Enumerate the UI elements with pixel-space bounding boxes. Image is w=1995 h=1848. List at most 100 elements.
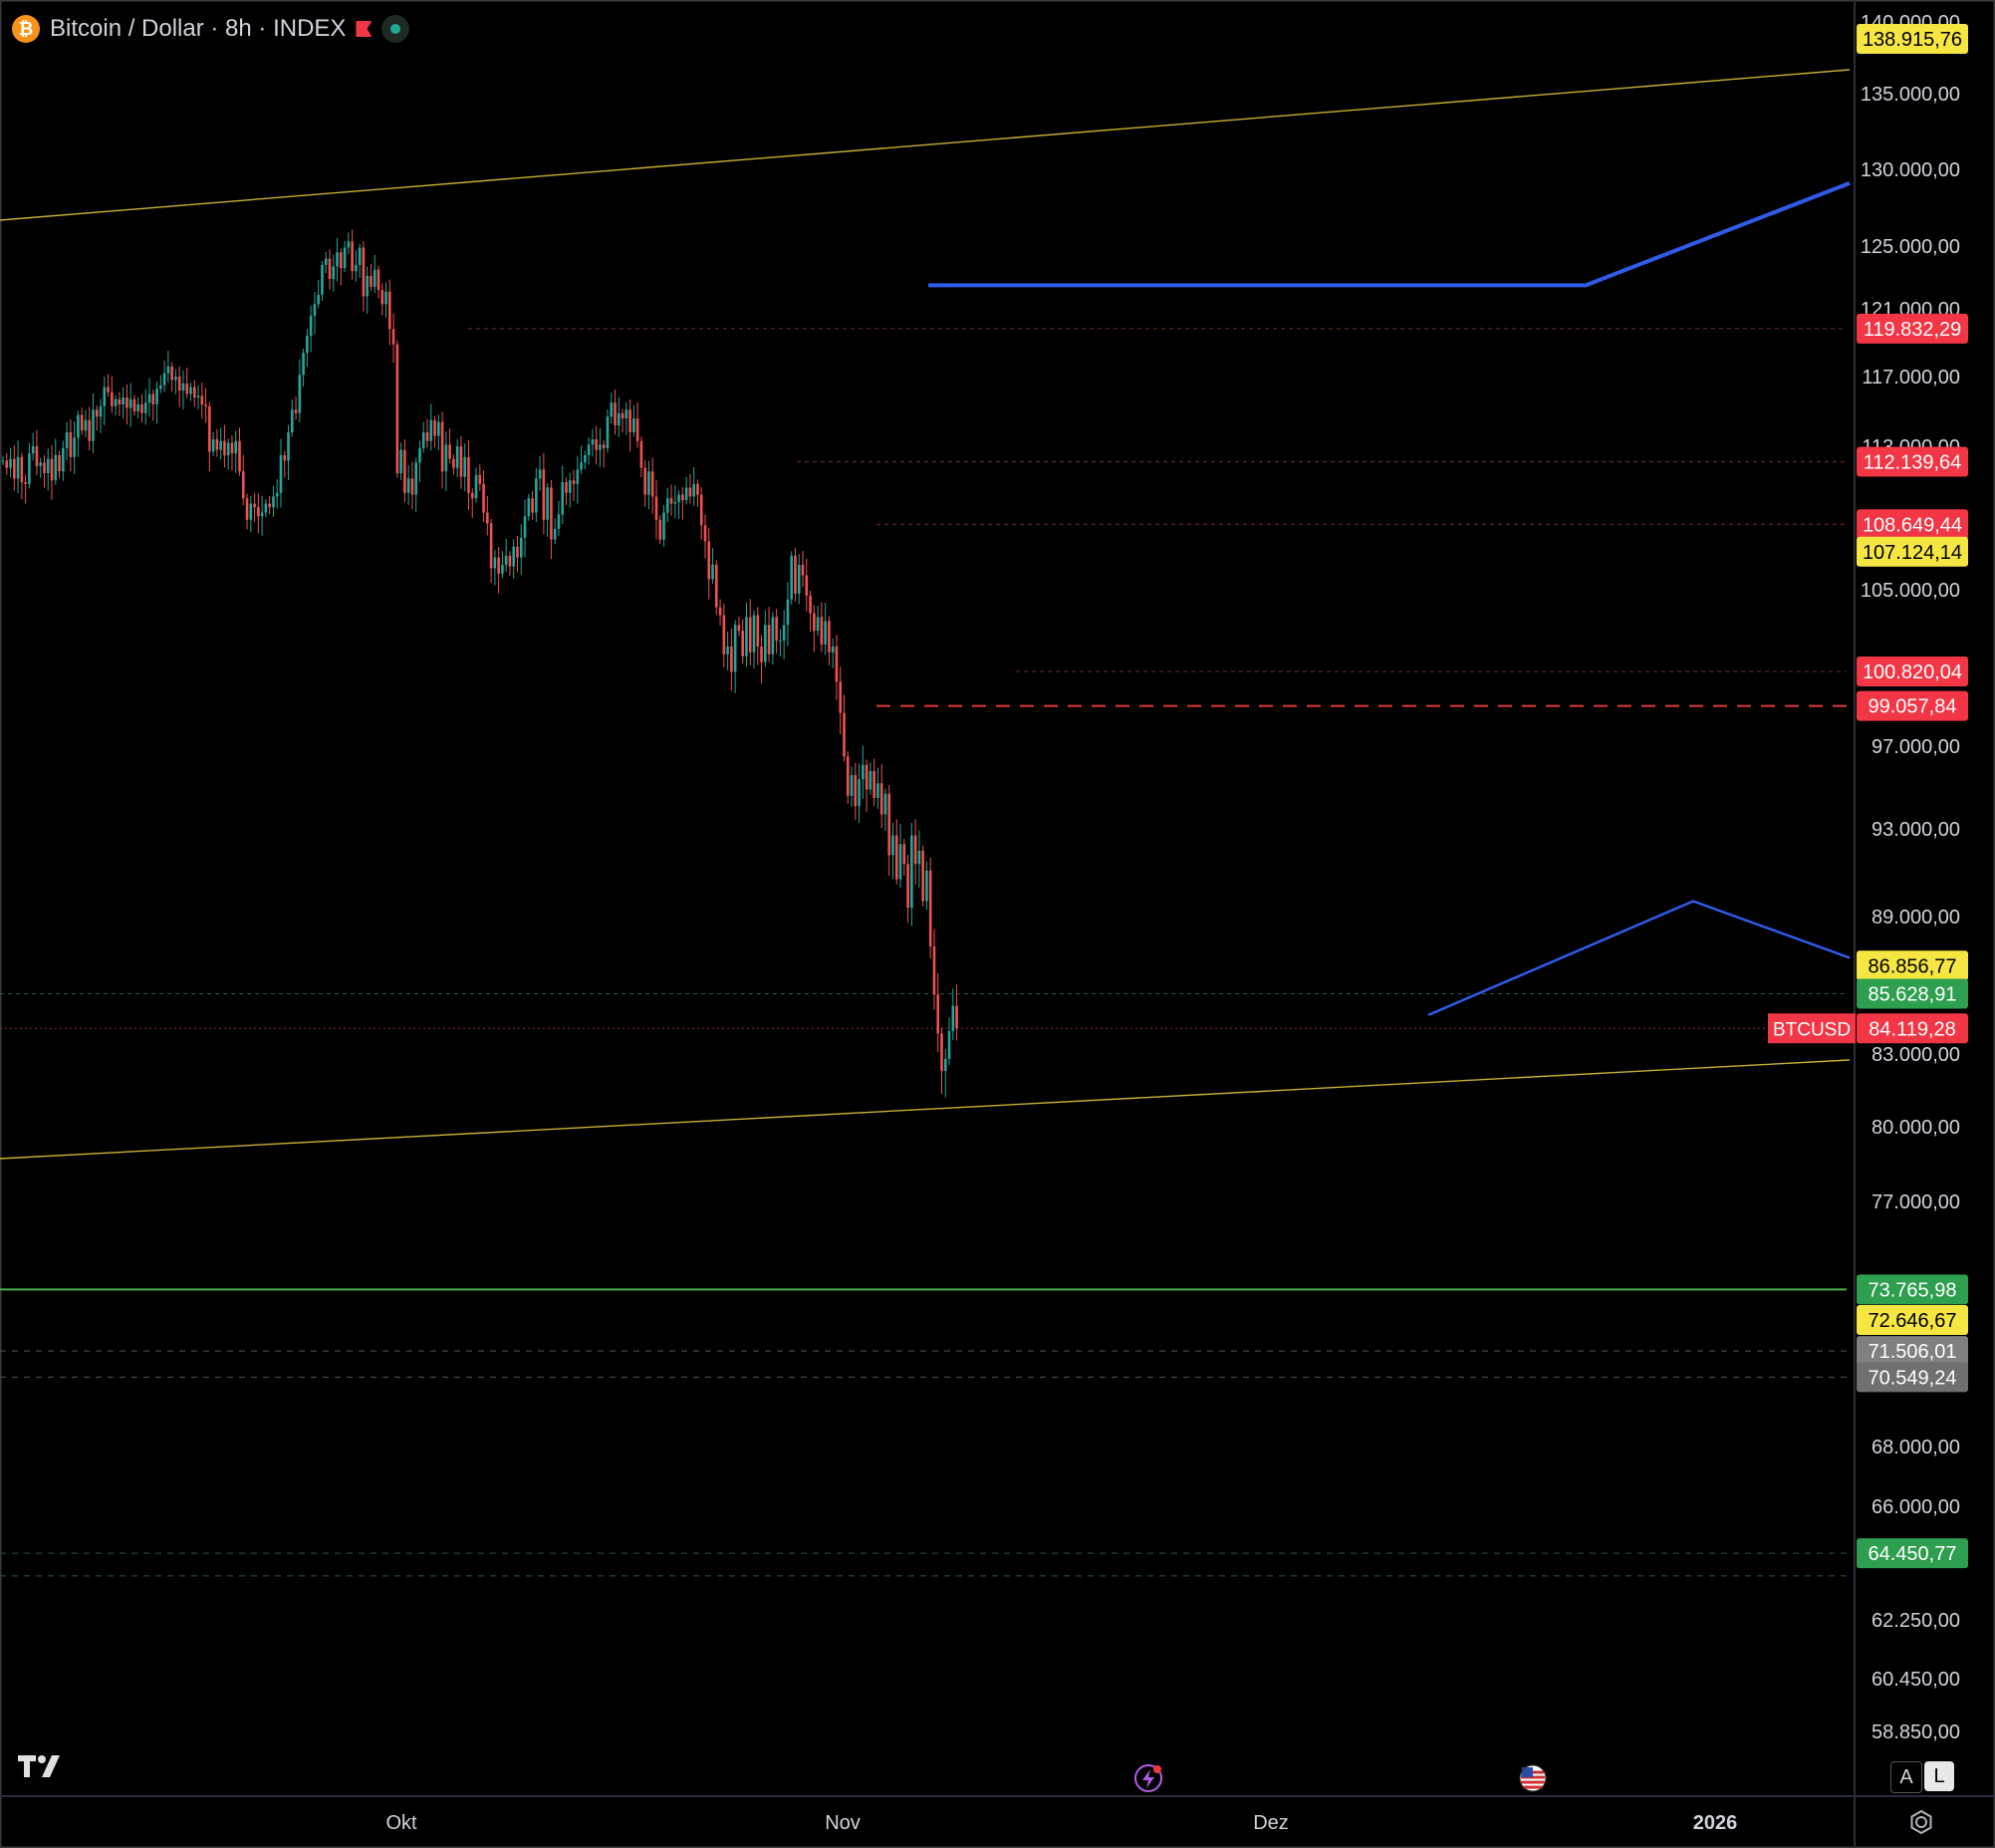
candle-body <box>463 456 467 477</box>
price-label[interactable]: 108.649,44 <box>1857 509 1968 540</box>
lightning-icon[interactable] <box>1133 1763 1163 1793</box>
us-flag-icon[interactable] <box>1518 1763 1548 1793</box>
candle-body <box>591 439 595 445</box>
price-axis-tick: 60.450,00 <box>1871 1669 1960 1691</box>
candle-body <box>362 247 366 297</box>
candle-body <box>550 487 553 540</box>
candle-body <box>204 404 207 406</box>
candle-body <box>587 444 591 455</box>
candle-body <box>16 456 20 479</box>
candle-body <box>376 269 380 291</box>
candle-body <box>673 501 677 504</box>
candle-body <box>478 474 482 484</box>
candle-body <box>906 864 909 909</box>
log-scale-button[interactable]: L <box>1924 1761 1954 1791</box>
candle-body <box>527 498 531 517</box>
candle-body <box>621 412 624 418</box>
candle-body <box>69 432 73 457</box>
candle-body <box>733 625 737 672</box>
candle-body <box>512 546 516 567</box>
bitcoin-icon: ₿ <box>12 15 40 43</box>
svg-text:64.450,77: 64.450,77 <box>1869 1543 1957 1565</box>
candle-body <box>208 405 211 452</box>
candle-body <box>211 439 215 452</box>
candle-body <box>824 621 827 645</box>
tradingview-logo-icon[interactable] <box>16 1753 64 1779</box>
candle-body <box>470 492 474 499</box>
price-label[interactable]: 72.646,67 <box>1857 1304 1968 1335</box>
candle-body <box>730 646 733 672</box>
price-label[interactable]: 64.450,77 <box>1857 1538 1968 1569</box>
candle-body <box>726 646 729 655</box>
candle-body <box>226 442 230 455</box>
candle-body <box>794 555 797 594</box>
auto-scale-button[interactable]: A <box>1890 1761 1922 1793</box>
market-open-dot-icon <box>381 15 410 43</box>
trendline-lower[interactable] <box>0 1059 1851 1160</box>
candle-body <box>294 409 298 413</box>
price-label[interactable]: 70.549,24 <box>1857 1362 1968 1393</box>
candle-body <box>718 607 722 616</box>
projection-path-lower[interactable] <box>1427 900 1851 1017</box>
candle-body <box>538 469 542 479</box>
candle-body <box>782 625 786 642</box>
candle-body <box>568 480 572 493</box>
candle-body <box>181 384 185 391</box>
gear-icon[interactable] <box>1908 1809 1934 1835</box>
candle-body <box>459 446 463 477</box>
candle-body <box>399 449 402 473</box>
candle-body <box>88 419 92 441</box>
svg-text:86.856,77: 86.856,77 <box>1869 955 1957 977</box>
time-axis-tick: Okt <box>385 1812 417 1834</box>
trendline-upper[interactable] <box>0 69 1851 221</box>
candle-body <box>846 756 850 796</box>
candle-body <box>174 377 177 381</box>
candle-body <box>384 291 387 305</box>
price-label[interactable]: 138.915,76 <box>1857 24 1968 54</box>
projection-path-upper[interactable] <box>928 180 1851 288</box>
candle-body <box>39 462 42 466</box>
candle-body <box>268 503 271 508</box>
candle-body <box>669 498 673 504</box>
price-label[interactable]: 107.124,14 <box>1857 536 1968 567</box>
time-axis-tick: 2026 <box>1693 1812 1738 1834</box>
symbol-title[interactable]: Bitcoin / Dollar · 8h · INDEX <box>50 15 347 42</box>
price-label[interactable]: 119.832,29 <box>1857 313 1968 344</box>
candle-body <box>279 455 283 493</box>
price-label[interactable]: 73.765,98 <box>1857 1274 1968 1305</box>
time-axis-tick: Dez <box>1253 1812 1289 1834</box>
candle-body <box>298 375 302 413</box>
candle-body <box>887 793 891 856</box>
candle-body <box>46 458 50 473</box>
candle-body <box>287 432 290 461</box>
price-label[interactable]: 100.820,04 <box>1857 657 1968 687</box>
candle-body <box>943 1058 947 1072</box>
price-label[interactable]: 71.506,01 <box>1857 1336 1968 1367</box>
price-label[interactable]: 86.856,77 <box>1857 950 1968 981</box>
candle-body <box>658 519 662 540</box>
price-label[interactable]: 99.057,84 <box>1857 690 1968 721</box>
price-label[interactable]: 112.139,64 <box>1857 446 1968 477</box>
candle-body <box>336 252 339 267</box>
svg-text:99.057,84: 99.057,84 <box>1869 696 1957 718</box>
svg-text:73.765,98: 73.765,98 <box>1869 1279 1957 1301</box>
candle-body <box>444 444 448 472</box>
svg-text:119.832,29: 119.832,29 <box>1864 319 1962 341</box>
price-axis-tick: 58.850,00 <box>1871 1721 1960 1743</box>
candle-body <box>813 613 816 632</box>
red-flag-icon[interactable] <box>356 21 373 37</box>
price-label[interactable]: 84.119,28 <box>1857 1013 1968 1044</box>
candle-body <box>54 455 58 481</box>
price-label[interactable]: 85.628,91 <box>1857 978 1968 1009</box>
candle-body <box>155 389 158 404</box>
candle-body <box>584 455 587 463</box>
candle-body <box>662 512 665 540</box>
candle-body <box>737 625 741 632</box>
candle-body <box>31 446 35 454</box>
candle-body <box>215 439 219 450</box>
price-axis-tick: 97.000,00 <box>1871 736 1960 758</box>
candle-body <box>95 409 99 417</box>
candle-body <box>632 418 635 432</box>
candle-body <box>170 366 173 381</box>
